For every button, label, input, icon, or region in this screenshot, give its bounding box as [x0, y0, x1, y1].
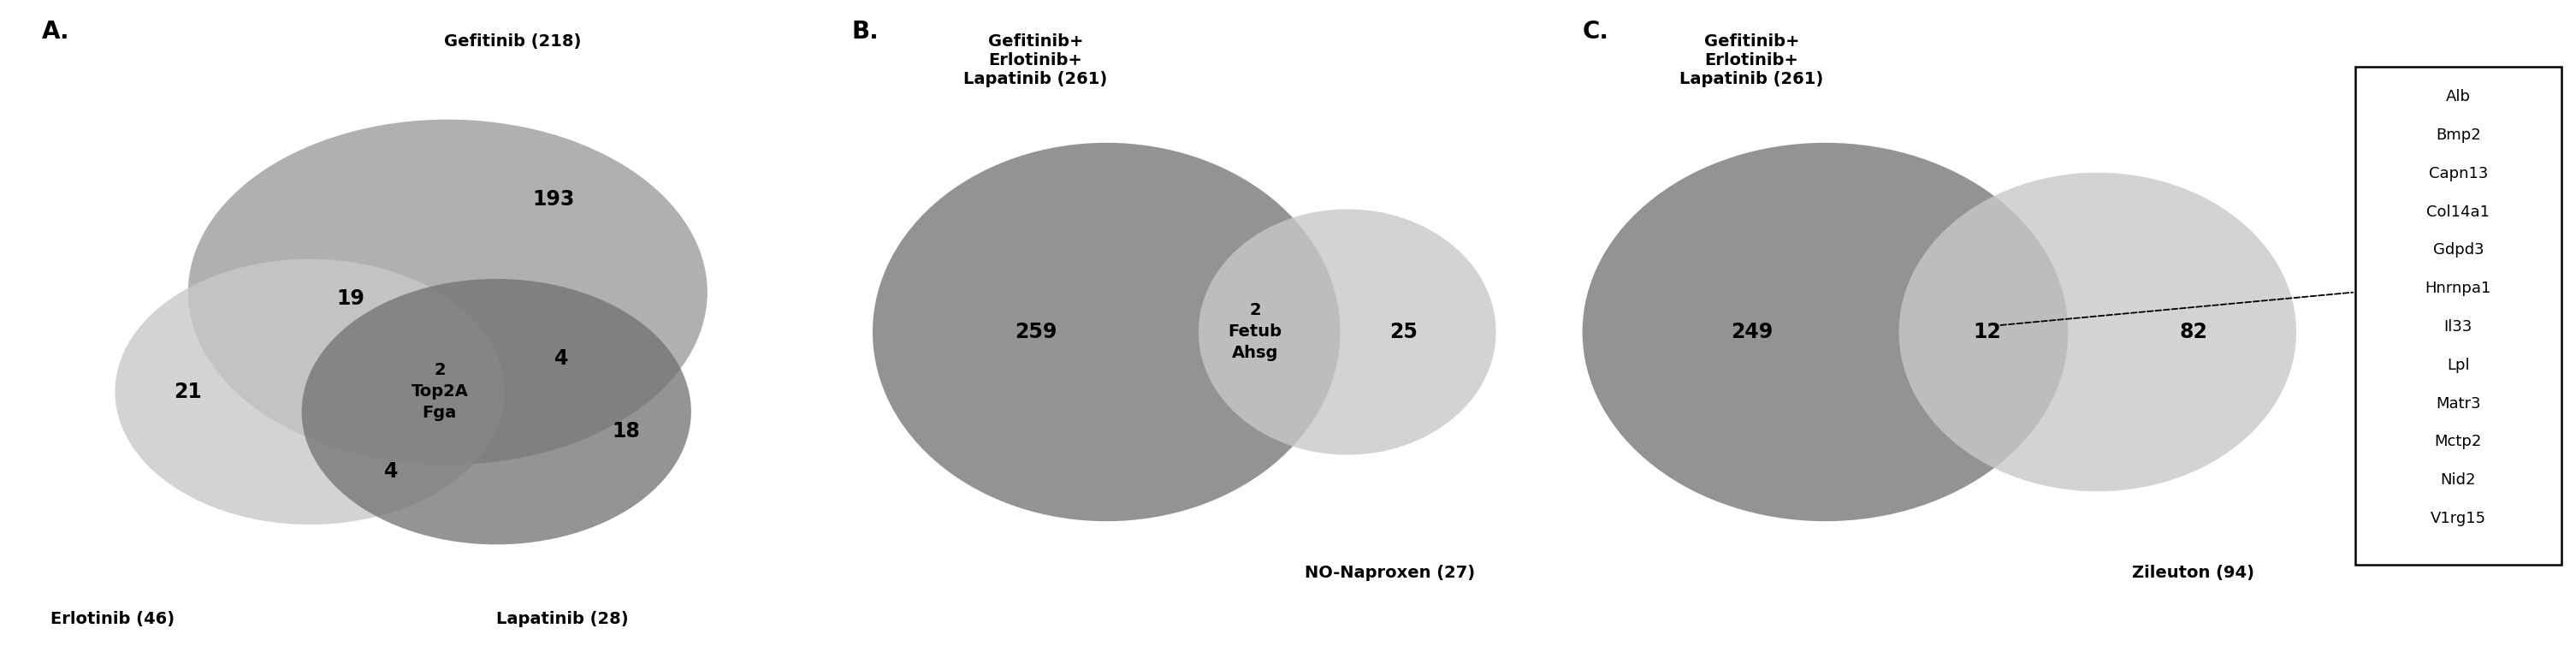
Text: 193: 193 — [533, 189, 574, 209]
Text: C.: C. — [1582, 20, 1610, 44]
Text: A.: A. — [41, 20, 70, 44]
Ellipse shape — [1899, 173, 2295, 491]
Text: Col14a1: Col14a1 — [2427, 205, 2491, 220]
Text: Zileuton (94): Zileuton (94) — [2133, 564, 2254, 580]
Ellipse shape — [1582, 143, 2069, 521]
Text: Hnrnpa1: Hnrnpa1 — [2424, 281, 2491, 296]
Text: Il33: Il33 — [2445, 319, 2473, 335]
Text: Gefitinib+
Erlotinib+
Lapatinib (261): Gefitinib+ Erlotinib+ Lapatinib (261) — [963, 33, 1108, 87]
Text: Lpl: Lpl — [2447, 357, 2470, 373]
Ellipse shape — [1198, 209, 1497, 455]
Text: 82: 82 — [2179, 322, 2208, 342]
Text: Matr3: Matr3 — [2437, 396, 2481, 411]
Ellipse shape — [301, 279, 690, 544]
Ellipse shape — [188, 120, 708, 465]
FancyBboxPatch shape — [2354, 66, 2561, 564]
Text: Bmp2: Bmp2 — [2437, 127, 2481, 143]
Text: 2
Top2A
Fga: 2 Top2A Fga — [412, 363, 469, 421]
Text: Capn13: Capn13 — [2429, 166, 2488, 181]
Text: 4: 4 — [554, 349, 569, 369]
Text: 259: 259 — [1015, 322, 1056, 342]
Ellipse shape — [873, 143, 1340, 521]
Text: V1rg15: V1rg15 — [2429, 511, 2486, 526]
Text: Mctp2: Mctp2 — [2434, 434, 2481, 450]
Text: B.: B. — [853, 20, 878, 44]
Text: 249: 249 — [1731, 322, 1772, 342]
Text: Lapatinib (28): Lapatinib (28) — [497, 611, 629, 627]
Text: 21: 21 — [175, 382, 201, 402]
Text: Alb: Alb — [2445, 90, 2470, 105]
Text: NO-Naproxen (27): NO-Naproxen (27) — [1303, 564, 1476, 580]
Text: Erlotinib (46): Erlotinib (46) — [49, 611, 175, 627]
Text: 12: 12 — [1973, 322, 2002, 342]
Text: 18: 18 — [613, 422, 641, 442]
Text: Nid2: Nid2 — [2439, 472, 2476, 488]
Text: Gefitinib (218): Gefitinib (218) — [443, 33, 582, 49]
Text: Gefitinib+
Erlotinib+
Lapatinib (261): Gefitinib+ Erlotinib+ Lapatinib (261) — [1680, 33, 1824, 87]
Text: 4: 4 — [384, 461, 397, 481]
Text: 2
Fetub
Ahsg: 2 Fetub Ahsg — [1229, 303, 1283, 361]
Text: Gdpd3: Gdpd3 — [2432, 242, 2483, 258]
Ellipse shape — [116, 259, 505, 525]
Text: 25: 25 — [1391, 322, 1417, 342]
Text: 19: 19 — [337, 289, 363, 309]
